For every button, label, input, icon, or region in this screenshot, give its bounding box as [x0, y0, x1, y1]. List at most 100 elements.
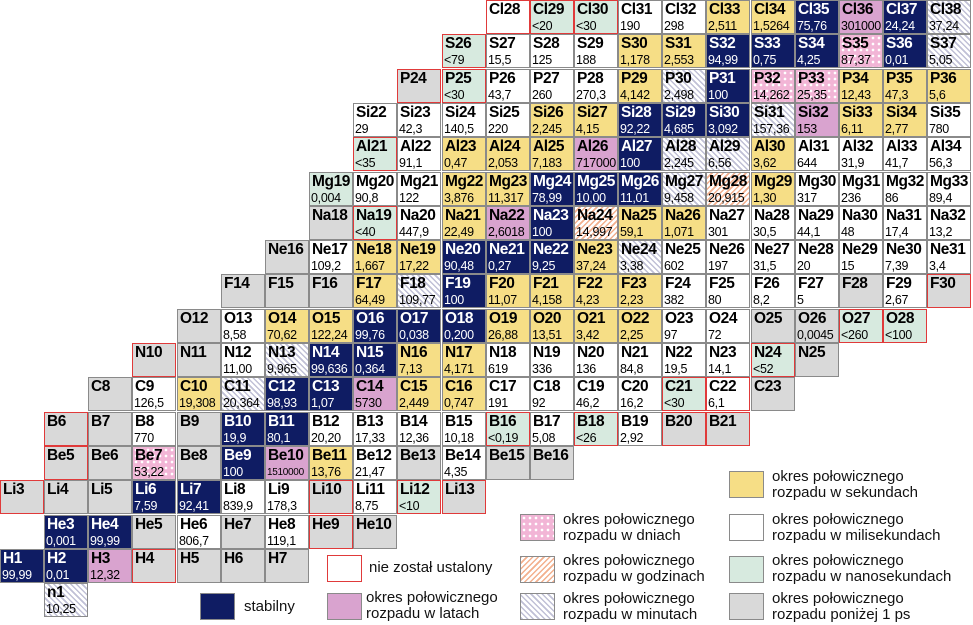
nuclide-p26: P26 43,7	[486, 69, 530, 103]
nuclide-label: He5	[135, 516, 163, 533]
nuclide-label: Na19	[356, 207, 392, 224]
nuclide-value: 43,7	[488, 88, 512, 102]
nuclide-label: Na18	[312, 207, 348, 224]
nuclide-value: 122	[399, 191, 419, 205]
nuclide-label: Al25	[533, 138, 565, 155]
nuclide-value: 100	[223, 465, 243, 479]
nuclide-value: 839,9	[223, 499, 253, 513]
nuclide-label: Be10	[268, 447, 304, 464]
nuclide-li9: Li9 178,3	[265, 480, 309, 514]
nuclide-al28: Al28 2,245	[662, 137, 706, 171]
nuclide-label: B18	[577, 413, 605, 430]
nuclide-c10: C10 19,308	[177, 377, 221, 411]
nuclide-label: O18	[445, 310, 474, 327]
nuclide-value: 6,11	[841, 122, 864, 136]
nuclide-p29: P29 4,142	[618, 69, 662, 103]
legend-line: rozpadu w minutach	[563, 606, 698, 623]
nuclide-value: 94,99	[708, 53, 738, 67]
nuclide-label: N23	[709, 344, 737, 361]
nuclide-label: P29	[621, 70, 648, 87]
nuclide-label: F29	[886, 275, 912, 292]
nuclide-value: 97	[664, 328, 678, 342]
nuclide-value: 8,58	[223, 328, 247, 342]
nuclide-label: N10	[135, 344, 163, 361]
nuclide-value: <20	[532, 19, 553, 33]
nuclide-label: S36	[886, 35, 913, 52]
nuclide-p27: P27 260	[530, 69, 574, 103]
nuclide-label: He3	[47, 516, 75, 533]
nuclide-value: 2,77	[885, 122, 909, 136]
nuclide-ne18: Ne18 1,667	[353, 240, 397, 274]
nuclide-mg22: Mg22 3,876	[442, 172, 486, 206]
nuclide-s31: S31 2,553	[662, 34, 706, 68]
nuclide-label: Be15	[489, 447, 525, 464]
nuclide-value: 15,5	[488, 53, 512, 67]
nuclide-label: He8	[268, 516, 296, 533]
nuclide-label: Be14	[445, 447, 481, 464]
nuclide-b8: B8 770	[132, 412, 176, 446]
nuclide-label: S35	[842, 35, 869, 52]
nuclide-value: 90,48	[444, 259, 474, 273]
nuclide-n21: N21 84,8	[618, 343, 662, 377]
nuclide-value: 16,2	[620, 396, 644, 410]
nuclide-label: Be8	[180, 447, 208, 464]
nuclide-value: 25,35	[797, 88, 827, 102]
nuclide-al31: Al31 644	[795, 137, 839, 171]
nuclide-label: Mg25	[577, 173, 616, 190]
nuclide-label: F22	[577, 275, 603, 292]
nuclide-value: 9,965	[267, 362, 297, 376]
nuclide-al26: Al26 717000	[574, 137, 618, 171]
nuclide-value: 2,553	[664, 53, 694, 67]
nuclide-label: Be7	[135, 447, 163, 464]
nuclide-label: C17	[489, 378, 517, 395]
nuclide-mg23: Mg23 11,317	[486, 172, 530, 206]
nuclide-label: Ne19	[400, 241, 436, 258]
nuclide-c16: C16 0,747	[442, 377, 486, 411]
nuclide-mg27: Mg27 9,458	[662, 172, 706, 206]
nuclide-value: <52	[753, 362, 774, 376]
nuclide-label: Al24	[489, 138, 521, 155]
legend-swatch-years	[327, 593, 362, 620]
nuclide-mg32: Mg32 86	[883, 172, 927, 206]
nuclide-na27: Na27 301	[706, 206, 750, 240]
nuclide-be9: Be9 100	[221, 446, 265, 480]
nuclide-b10: B10 19,9	[221, 412, 265, 446]
nuclide-label: Ne24	[621, 241, 657, 258]
nuclide-label: Mg21	[400, 173, 439, 190]
nuclide-ne23: Ne23 37,24	[574, 240, 618, 274]
nuclide-h5: H5	[177, 549, 221, 583]
nuclide-label: Be5	[47, 447, 75, 464]
nuclide-value: 100	[620, 156, 640, 170]
nuclide-n24: N24 <52	[751, 343, 795, 377]
nuclide-ne28: Ne28 20	[795, 240, 839, 274]
nuclide-value: 3,38	[620, 259, 644, 273]
nuclide-label: Si29	[665, 104, 696, 121]
nuclide-o19: O19 26,88	[486, 309, 530, 343]
nuclide-value: 11,07	[488, 293, 517, 307]
nuclide-label: Al29	[709, 138, 741, 155]
nuclide-c14: C14 5730	[353, 377, 397, 411]
nuclide-value: 4,158	[532, 293, 562, 307]
nuclide-value: 46,2	[576, 396, 600, 410]
nuclide-label: Na32	[930, 207, 966, 224]
nuclide-label: Na26	[665, 207, 701, 224]
nuclide-value: 260	[532, 88, 552, 102]
nuclide-value: 7,59	[134, 499, 158, 513]
nuclide-value: 37,24	[576, 259, 606, 273]
nuclide-value: 9,458	[664, 191, 694, 205]
nuclide-value: 17,33	[355, 431, 385, 445]
nuclide-cl30: Cl30 <30	[574, 0, 618, 34]
nuclide-c20: C20 16,2	[618, 377, 662, 411]
nuclide-s29: S29 188	[574, 34, 618, 68]
nuclide-n11: N11	[177, 343, 221, 377]
nuclide-b16: B16 <0,19	[486, 412, 530, 446]
legend-label-years: okres połowicznego rozpadu w latach	[366, 590, 498, 622]
nuclide-value: 92,41	[179, 499, 209, 513]
nuclide-al25: Al25 7,183	[530, 137, 574, 171]
nuclide-label: F30	[930, 275, 956, 292]
nuclide-value: 5	[797, 293, 804, 307]
nuclide-label: Al21	[356, 138, 388, 155]
nuclide-value: 11,01	[620, 191, 649, 205]
nuclide-label: H1	[3, 550, 23, 567]
